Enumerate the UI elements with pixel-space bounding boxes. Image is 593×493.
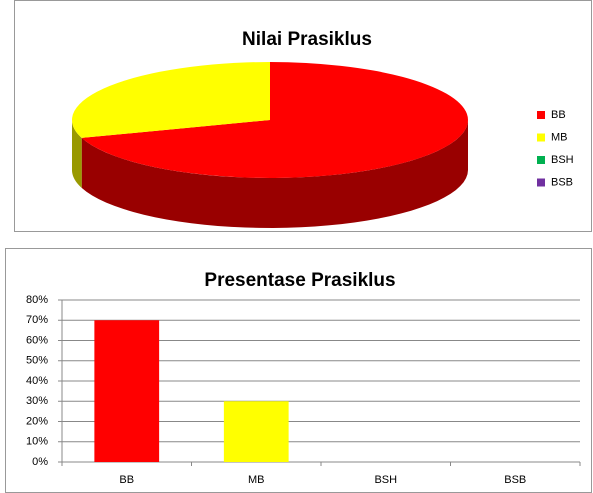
x-tick-label: BSH bbox=[374, 474, 397, 486]
y-tick-label: 50% bbox=[26, 355, 48, 367]
y-tick-label: 70% bbox=[26, 314, 48, 326]
pie-title: Nilai Prasiklus bbox=[242, 29, 372, 50]
legend-label: BSB bbox=[551, 176, 573, 188]
pie-side bbox=[72, 120, 82, 188]
y-tick-label: 10% bbox=[26, 436, 48, 448]
y-tick-label: 20% bbox=[26, 415, 48, 427]
legend-swatch bbox=[537, 133, 545, 142]
legend-swatch bbox=[537, 178, 545, 187]
y-tick-label: 80% bbox=[26, 294, 48, 306]
x-tick-label: BB bbox=[119, 474, 134, 486]
y-tick-label: 30% bbox=[26, 395, 48, 407]
y-tick-label: 0% bbox=[32, 456, 48, 468]
legend-swatch bbox=[537, 111, 545, 119]
pie-slice bbox=[81, 62, 469, 178]
pie-side bbox=[81, 120, 469, 228]
legend-swatch bbox=[537, 156, 545, 164]
legend-label: BB bbox=[551, 109, 566, 121]
bar bbox=[223, 401, 289, 462]
x-tick-label: MB bbox=[248, 474, 265, 486]
bar-title: Presentase Prasiklus bbox=[204, 270, 395, 291]
y-tick-label: 60% bbox=[26, 334, 48, 346]
x-tick-label: BSB bbox=[504, 474, 526, 486]
pie-slice bbox=[71, 62, 270, 138]
legend-label: MB bbox=[551, 131, 568, 143]
y-tick-label: 40% bbox=[26, 375, 48, 387]
legend-label: BSH bbox=[551, 154, 574, 166]
bar bbox=[94, 320, 160, 462]
